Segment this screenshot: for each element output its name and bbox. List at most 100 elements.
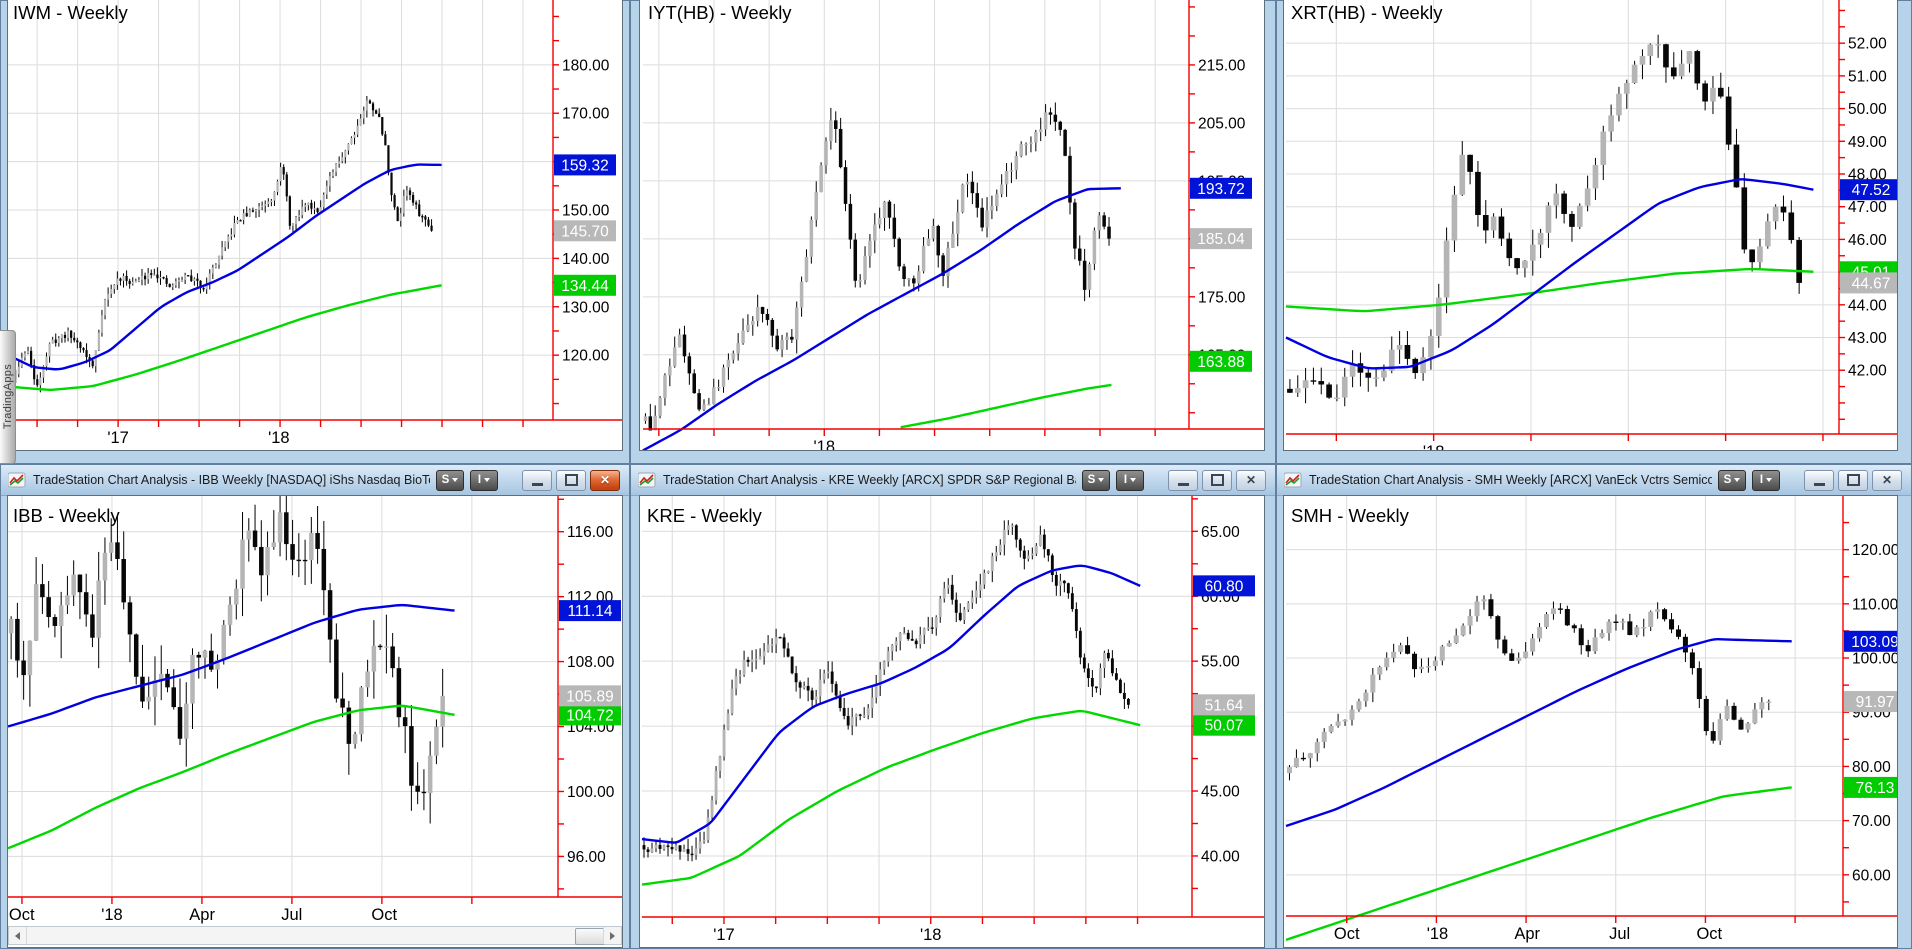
svg-text:'18: '18 xyxy=(268,429,290,447)
svg-text:'17: '17 xyxy=(713,926,735,944)
chart-client-smh: 60.00 70.00 80.00 90.00 100.00 110.00 120.00 Oc… xyxy=(1284,496,1897,947)
chart-window-iyt: 165.00175.00185.00195.00205.00215.00'181… xyxy=(630,0,1276,464)
svg-text:46.00: 46.00 xyxy=(1848,232,1887,249)
candlestick-chart-kre[interactable]: 40.0045.0050.0055.0060.0065.00'17'1850.0… xyxy=(640,496,1264,947)
svg-text:96.00: 96.00 xyxy=(567,849,606,866)
minimize-button[interactable] xyxy=(522,469,552,491)
scroll-left-button[interactable] xyxy=(9,927,27,944)
restore-button[interactable] xyxy=(556,469,586,491)
svg-text:60.00: 60.00 xyxy=(1852,867,1891,884)
symbol-dropdown-button[interactable]: S xyxy=(1082,469,1110,491)
chevron-down-icon xyxy=(1098,478,1105,482)
chart-window-smh: TradeStation Chart Analysis - SMH Weekly… xyxy=(1276,464,1912,949)
symbol-dropdown-button[interactable]: S xyxy=(1718,469,1746,491)
chart-window-kre: TradeStation Chart Analysis - KRE Weekly… xyxy=(630,464,1276,949)
svg-text:40.00: 40.00 xyxy=(1201,848,1240,865)
window-title: TradeStation Chart Analysis - KRE Weekly… xyxy=(663,473,1076,487)
symbol-dropdown-button[interactable]: S xyxy=(436,469,464,491)
chevron-down-icon xyxy=(1130,478,1137,482)
svg-text:'18: '18 xyxy=(101,906,123,924)
minimize-button[interactable] xyxy=(1168,469,1198,491)
svg-text:Oct: Oct xyxy=(1696,925,1722,943)
svg-text:170.00: 170.00 xyxy=(562,106,610,123)
interval-dropdown-button[interactable]: I xyxy=(1752,469,1780,491)
arrow-right-icon xyxy=(610,931,615,940)
svg-text:'18: '18 xyxy=(814,438,836,450)
svg-text:50.07: 50.07 xyxy=(1205,718,1244,735)
close-icon: ✕ xyxy=(1881,473,1893,487)
svg-text:105.89: 105.89 xyxy=(566,688,613,705)
svg-text:145.70: 145.70 xyxy=(561,223,609,240)
svg-text:47.52: 47.52 xyxy=(1852,182,1891,199)
svg-text:104.72: 104.72 xyxy=(566,707,613,724)
tradingapps-dock-tab-label: TradingApps xyxy=(1,364,14,430)
chevron-down-icon xyxy=(484,478,491,482)
svg-text:108.00: 108.00 xyxy=(567,654,615,671)
close-button[interactable]: ✕ xyxy=(590,469,620,491)
svg-text:100.00: 100.00 xyxy=(1852,651,1897,668)
horizontal-scrollbar[interactable] xyxy=(8,926,622,945)
svg-text:47.00: 47.00 xyxy=(1848,199,1887,216)
svg-text:110.00: 110.00 xyxy=(1852,596,1897,613)
chart-window-ibb: TradeStation Chart Analysis - IBB Weekly… xyxy=(0,464,630,949)
tradingapps-dock-tab[interactable]: TradingApps xyxy=(0,330,16,464)
svg-text:IYT(HB) - Weekly: IYT(HB) - Weekly xyxy=(648,2,792,23)
window-titlebar-kre[interactable]: TradeStation Chart Analysis - KRE Weekly… xyxy=(631,465,1275,496)
tradestation-logo-icon xyxy=(7,472,26,488)
svg-text:91.97: 91.97 xyxy=(1856,694,1895,711)
svg-text:Apr: Apr xyxy=(189,906,215,924)
restore-icon xyxy=(1210,474,1224,486)
svg-text:100.00: 100.00 xyxy=(567,784,615,801)
interval-dropdown-button[interactable]: I xyxy=(470,469,498,491)
window-title: TradeStation Chart Analysis - SMH Weekly… xyxy=(1309,473,1712,487)
window-titlebar-ibb[interactable]: TradeStation Chart Analysis - IBB Weekly… xyxy=(1,465,629,496)
svg-text:50.00: 50.00 xyxy=(1848,101,1887,118)
window-titlebar-smh[interactable]: TradeStation Chart Analysis - SMH Weekly… xyxy=(1277,465,1911,496)
chart-client-iwm: 120.00130.00140.00150.00160.00170.00180.… xyxy=(8,0,622,450)
svg-text:120.00: 120.00 xyxy=(1852,542,1897,559)
candlestick-chart-smh[interactable]: 60.0070.0080.0090.00100.00110.00120.00Oc… xyxy=(1284,496,1897,947)
svg-text:IWM - Weekly: IWM - Weekly xyxy=(13,2,129,23)
interval-dropdown-button[interactable]: I xyxy=(1116,469,1144,491)
restore-button[interactable] xyxy=(1838,469,1868,491)
svg-text:130.00: 130.00 xyxy=(562,299,610,316)
scrollbar-thumb[interactable] xyxy=(575,928,605,945)
svg-text:42.00: 42.00 xyxy=(1848,363,1887,380)
svg-text:70.00: 70.00 xyxy=(1852,813,1891,830)
chevron-down-icon xyxy=(1734,478,1741,482)
svg-text:51.64: 51.64 xyxy=(1205,697,1244,714)
svg-text:163.88: 163.88 xyxy=(1197,354,1244,371)
chart-window-iwm: 120.00130.00140.00150.00160.00170.00180.… xyxy=(0,0,630,464)
svg-text:'17: '17 xyxy=(107,429,129,447)
svg-text:150.00: 150.00 xyxy=(562,203,610,220)
arrow-left-icon xyxy=(15,931,20,940)
scroll-right-button[interactable] xyxy=(603,927,621,944)
candlestick-chart-iwm[interactable]: 120.00130.00140.00150.00160.00170.00180.… xyxy=(8,0,622,450)
chart-client-xrt: 42.0043.0044.0045.0046.0047.0048.0049.00… xyxy=(1284,0,1897,450)
minimize-icon xyxy=(1813,483,1825,486)
chart-client-ibb: 96.00 100.00 104.00 108.00 112.00 116.00 Oct '1… xyxy=(8,496,622,947)
svg-text:205.00: 205.00 xyxy=(1198,115,1246,132)
svg-text:IBB - Weekly: IBB - Weekly xyxy=(13,505,120,526)
candlestick-chart-xrt[interactable]: 42.0043.0044.0045.0046.0047.0048.0049.00… xyxy=(1284,0,1897,450)
svg-text:60.80: 60.80 xyxy=(1205,578,1244,595)
candlestick-chart-iyt[interactable]: 165.00175.00185.00195.00205.00215.00'181… xyxy=(640,0,1264,450)
restore-button[interactable] xyxy=(1202,469,1232,491)
restore-icon xyxy=(564,474,578,486)
minimize-icon xyxy=(531,483,543,486)
minimize-button[interactable] xyxy=(1804,469,1834,491)
svg-text:159.32: 159.32 xyxy=(561,157,608,174)
svg-text:116.00: 116.00 xyxy=(567,524,614,541)
tradestation-logo-icon xyxy=(637,472,656,488)
svg-text:Jul: Jul xyxy=(281,906,302,924)
close-button[interactable]: ✕ xyxy=(1872,469,1902,491)
svg-text:'18: '18 xyxy=(1423,443,1445,450)
svg-text:KRE - Weekly: KRE - Weekly xyxy=(647,505,763,526)
close-button[interactable]: ✕ xyxy=(1236,469,1266,491)
svg-text:43.00: 43.00 xyxy=(1848,330,1887,347)
svg-text:215.00: 215.00 xyxy=(1198,57,1246,74)
svg-text:Oct: Oct xyxy=(9,906,35,924)
close-icon: ✕ xyxy=(599,473,611,487)
